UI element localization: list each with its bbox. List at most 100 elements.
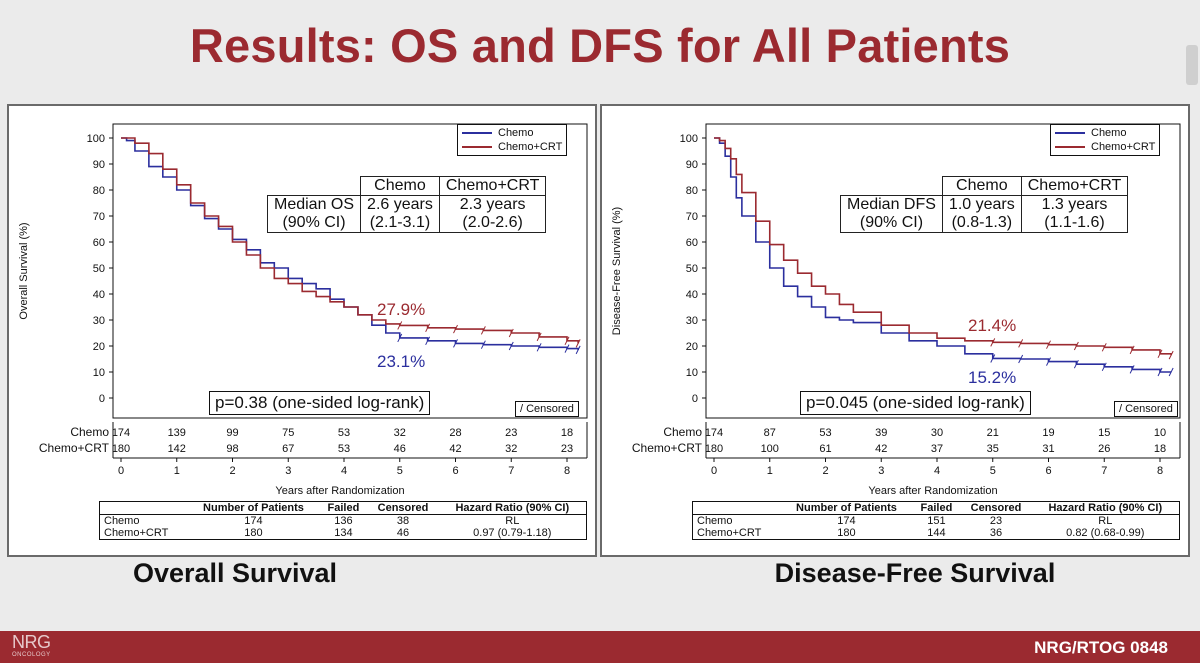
at-risk-count: 26: [1098, 443, 1110, 455]
at-risk-count: 142: [168, 443, 186, 455]
table-header: Chemo+CRT: [438, 176, 547, 196]
censor-mark: [1018, 339, 1024, 348]
dfs-final-label-crt: 21.4%: [968, 316, 1017, 335]
dfs-summary-table: Number of Patients Failed Censored Hazar…: [692, 501, 1180, 540]
censor-mark: [536, 343, 542, 352]
summary-cell: Chemo+CRT: [697, 527, 762, 539]
summary-header: [99, 501, 188, 515]
at-risk-count: 15: [1098, 427, 1110, 439]
summary-header: Failed: [319, 501, 368, 515]
at-risk-count: 39: [875, 427, 887, 439]
censor-mark: [1101, 343, 1107, 352]
summary-cell: 144: [927, 527, 946, 539]
censor-mark: [1129, 345, 1135, 355]
x-tick-label: 0: [711, 465, 717, 477]
summary-cell: 151: [927, 515, 946, 527]
censor-mark: [1073, 341, 1079, 351]
summary-cell: Chemo: [697, 515, 733, 527]
at-risk-count: 53: [819, 427, 831, 439]
censor-mark: [425, 336, 431, 346]
summary-cell: 38: [396, 515, 410, 527]
table-cell: 1.3 years: [1020, 195, 1129, 214]
plot-frame: [705, 123, 1181, 419]
table-cell: 1.0 years: [941, 195, 1022, 214]
x-tick-label: 7: [508, 465, 514, 477]
x-tick-label: 4: [341, 465, 347, 477]
summary-cell: 0.97 (0.79-1.18): [473, 527, 552, 539]
at-risk-count: 42: [875, 443, 887, 455]
at-risk-count: 18: [1154, 443, 1166, 455]
plot-frame: [112, 123, 588, 419]
nrg-logo: NRG: [12, 632, 51, 652]
table-row: Chemo+CRT 180 144 36 0.82 (0.68-0.99): [693, 527, 1180, 540]
summary-header: Failed: [912, 501, 961, 515]
x-tick-label: 8: [564, 465, 570, 477]
table-cell: (0.8-1.3): [941, 214, 1022, 233]
y-tick-label: 0: [99, 393, 105, 405]
at-risk-count: 67: [282, 443, 294, 455]
y-tick-label: 100: [87, 133, 105, 145]
at-risk-group-label: Chemo+CRT: [39, 441, 110, 455]
summary-cell: 36: [989, 527, 1003, 539]
dfs-final-label-chemo: 15.2%: [968, 368, 1017, 387]
y-tick-label: 10: [93, 367, 105, 379]
x-tick-label: 3: [878, 465, 884, 477]
table-cell: [840, 176, 943, 196]
dfs-caption: Disease-Free Survival: [774, 558, 1056, 588]
summary-cell: 180: [244, 527, 263, 539]
summary-header: Censored: [367, 501, 439, 515]
y-tick-label: 20: [93, 341, 105, 353]
at-risk-count: 23: [561, 443, 573, 455]
table-cell: (1.1-1.6): [1020, 214, 1129, 233]
scrollbar[interactable]: [1186, 45, 1198, 85]
legend-swatch-chemo: [1055, 132, 1085, 135]
censor-mark: [453, 339, 458, 348]
censor-mark: [397, 321, 403, 330]
censor-mark: [564, 336, 570, 346]
os-panel: 0 10 20 30 40 50 60 70 80 90 100 Overall Survival (…: [7, 104, 597, 557]
summary-cell: Chemo: [104, 515, 140, 527]
trial-id: NRG/RTOG 0848: [1034, 638, 1168, 657]
censor-mark: [1168, 367, 1174, 377]
at-risk-count: 139: [168, 427, 186, 439]
at-risk-count: 87: [764, 427, 776, 439]
summary-cell: 46: [396, 527, 410, 539]
dfs-median-table: Chemo Chemo+CRT Median DFS 1.0 years 1.3…: [840, 176, 1129, 233]
censor-mark: [1073, 359, 1079, 369]
censor-mark: [536, 332, 542, 342]
censor-mark: [1168, 350, 1174, 360]
summary-cell: 134: [334, 527, 353, 539]
dfs-legend-chemo: Chemo: [1055, 126, 1155, 140]
y-tick-label: 90: [686, 159, 698, 171]
dfs-pvalue: p=0.045 (one-sided log-rank): [800, 391, 1031, 415]
x-tick-label: 2: [229, 465, 235, 477]
censor-mark: [1157, 349, 1163, 359]
y-tick-label: 20: [686, 341, 698, 353]
legend-label: Chemo+CRT: [1091, 141, 1156, 153]
censor-mark: [453, 324, 458, 334]
x-tick-label: 5: [990, 465, 996, 477]
y-tick-label: 70: [686, 211, 698, 223]
at-risk-group-label: Chemo: [70, 425, 109, 439]
y-tick-label: 30: [686, 315, 698, 327]
censor-mark: [397, 333, 403, 343]
x-tick-label: 1: [174, 465, 180, 477]
censor-mark: [1129, 365, 1135, 374]
at-risk-count: 30: [931, 427, 943, 439]
at-risk-count: 100: [761, 443, 779, 455]
censor-mark: [1046, 340, 1051, 349]
legend-swatch-crt: [1055, 146, 1085, 149]
censor-mark: [575, 339, 581, 348]
y-tick-label: 80: [93, 185, 105, 197]
summary-cell: 23: [989, 515, 1003, 527]
at-risk-count: 32: [505, 443, 517, 455]
os-legend-crt: Chemo+CRT: [462, 140, 562, 154]
summary-cell: 180: [837, 527, 856, 539]
at-risk-group-label: Chemo: [663, 425, 702, 439]
at-risk-count: 23: [505, 427, 517, 439]
table-cell: Median DFS: [840, 195, 943, 214]
os-legend-chemo: Chemo: [462, 126, 562, 140]
x-tick-label: 3: [285, 465, 291, 477]
